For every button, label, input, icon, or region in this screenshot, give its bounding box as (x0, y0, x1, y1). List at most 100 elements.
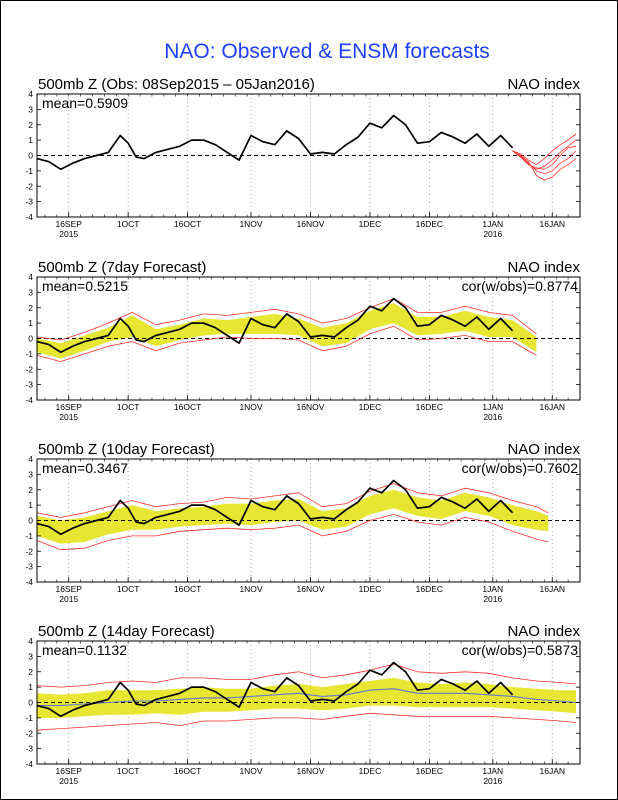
y-tick-label: 4 (28, 454, 33, 464)
y-tick-label: -1 (25, 531, 33, 541)
x-tick-label: 16DEC (416, 219, 443, 229)
y-tick-label: 2 (28, 667, 33, 677)
ensemble-member-line (36, 712, 577, 731)
y-tick-label: -4 (25, 759, 33, 769)
x-tick-label: 16OCT (174, 219, 201, 229)
y-tick-label: 1 (28, 135, 33, 145)
x-tick-label: 16JAN (539, 219, 565, 229)
x-tick-label: 1DEC (359, 402, 382, 412)
panel-correlation-stat: cor(w/obs)=0.5873 (462, 642, 579, 658)
y-tick-label: -3 (25, 197, 33, 207)
y-tick-label: -1 (25, 349, 33, 359)
panel-correlation-stat: cor(w/obs)=0.8774 (462, 278, 579, 294)
panel-right-label: NAO index (507, 76, 580, 93)
panel-3: 500mb Z (10day Forecast) NAO index -4 -3 -2 -… (25, 441, 581, 604)
x-tick-label: 16NOV (297, 766, 325, 776)
y-tick-label: -3 (25, 562, 33, 572)
y-tick-label: 2 (28, 303, 33, 313)
ensemble-member-line (512, 133, 577, 166)
ensemble-member-line (36, 663, 577, 688)
x-tick-label: 16SEP (55, 219, 82, 229)
y-tick-label: -4 (25, 577, 33, 587)
y-tick-label: 4 (28, 636, 33, 646)
x-tick-label: 16SEP (55, 766, 82, 776)
panel-mean-stat: mean=0.3467 (42, 460, 128, 476)
y-tick-label: 4 (28, 272, 33, 282)
plot-area (37, 94, 580, 217)
x-tick-label: 1JAN (482, 766, 503, 776)
y-tick-label: -4 (25, 395, 33, 405)
x-tick-year: 2015 (59, 594, 78, 604)
observed-line (36, 661, 514, 718)
y-tick-label: -2 (25, 364, 33, 374)
y-tick-label: -1 (25, 713, 33, 723)
panel-right-label: NAO index (507, 441, 580, 458)
observed-line (36, 297, 514, 354)
y-tick-label: -2 (25, 728, 33, 738)
y-tick-label: -1 (25, 166, 33, 176)
x-tick-label: 16NOV (297, 219, 325, 229)
x-tick-label: 1NOV (239, 766, 262, 776)
x-tick-label: 1DEC (359, 219, 382, 229)
panel-right-label: NAO index (507, 623, 580, 640)
x-tick-label: 1OCT (117, 766, 140, 776)
x-tick-label: 1OCT (117, 219, 140, 229)
spread-band (37, 489, 549, 544)
x-tick-label: 1OCT (117, 584, 140, 594)
ensemble-member-line (512, 145, 577, 170)
panel-mean-stat: mean=0.5909 (42, 95, 128, 111)
x-tick-label: 1DEC (359, 766, 382, 776)
x-tick-label: 16SEP (55, 584, 82, 594)
x-tick-year: 2016 (483, 229, 502, 239)
y-tick-label: -4 (25, 212, 33, 222)
ensemble-member-line (512, 150, 577, 181)
panel-title: 500mb Z (7day Forecast) (38, 259, 206, 276)
y-tick-label: 3 (28, 287, 33, 297)
ensemble-member-line (36, 483, 549, 518)
y-tick-label: -2 (25, 546, 33, 556)
y-tick-label: 3 (28, 651, 33, 661)
x-tick-label: 16DEC (416, 766, 443, 776)
x-tick-label: 1NOV (239, 584, 262, 594)
y-tick-label: 0 (28, 334, 33, 344)
y-tick-label: 0 (28, 151, 33, 161)
x-tick-label: 16SEP (55, 402, 82, 412)
y-tick-label: -3 (25, 744, 33, 754)
spread-band (37, 677, 576, 718)
x-tick-label: 16DEC (416, 584, 443, 594)
main-title: NAO: Observed & ENSM forecasts (164, 40, 490, 63)
x-tick-label: 1NOV (239, 402, 262, 412)
panel-correlation-stat: cor(w/obs)=0.7602 (462, 460, 579, 476)
x-tick-label: 1JAN (482, 584, 503, 594)
x-tick-label: 1JAN (482, 219, 503, 229)
x-tick-label: 16NOV (297, 402, 325, 412)
x-tick-year: 2016 (483, 412, 502, 422)
x-tick-label: 16JAN (539, 402, 565, 412)
panel-mean-stat: mean=0.5215 (42, 278, 128, 294)
y-tick-label: 3 (28, 104, 33, 114)
y-tick-label: -2 (25, 181, 33, 191)
x-tick-label: 16OCT (174, 584, 201, 594)
x-tick-label: 16OCT (174, 402, 201, 412)
x-tick-year: 2016 (483, 594, 502, 604)
y-tick-label: 1 (28, 500, 33, 510)
y-tick-label: 2 (28, 120, 33, 130)
panel-4: 500mb Z (14day Forecast) NAO index -4 -3 -2 -… (25, 623, 581, 786)
ensemble-member-line (36, 514, 549, 551)
x-tick-label: 16JAN (539, 584, 565, 594)
x-tick-label: 1DEC (359, 584, 382, 594)
observed-line (36, 114, 514, 171)
y-tick-label: 4 (28, 89, 33, 99)
ensemble-member-line (36, 325, 537, 362)
x-tick-label: 1NOV (239, 219, 262, 229)
x-tick-label: 16JAN (539, 766, 565, 776)
x-tick-label: 1JAN (482, 402, 503, 412)
panel-1: 500mb Z (Obs: 08Sep2015 – 05Jan2016) NAO … (25, 76, 581, 239)
y-tick-label: -3 (25, 380, 33, 390)
y-tick-label: 0 (28, 516, 33, 526)
x-tick-year: 2015 (59, 229, 78, 239)
x-tick-year: 2015 (59, 412, 78, 422)
panel-mean-stat: mean=0.1132 (42, 642, 127, 658)
ensemble-mean-line (37, 688, 577, 707)
